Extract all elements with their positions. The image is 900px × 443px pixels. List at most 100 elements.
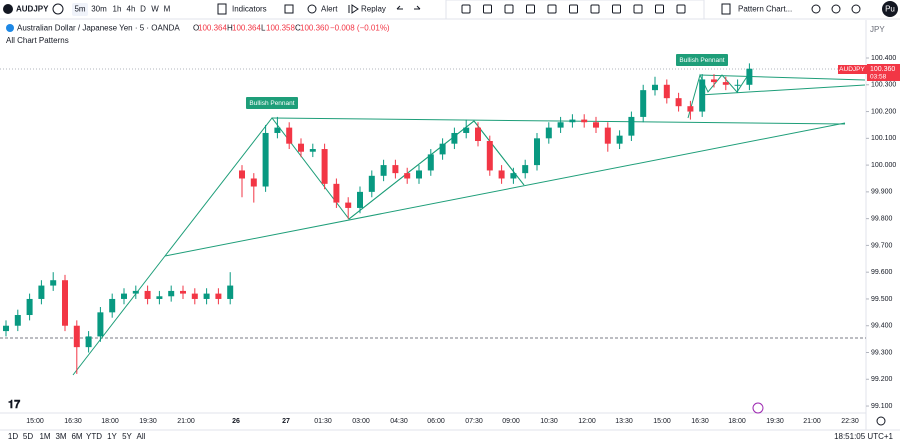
x-tick-label: 03:00 <box>352 418 370 425</box>
interval-button[interactable]: 5m <box>74 5 85 14</box>
candle-body <box>262 132 269 187</box>
interval-button[interactable]: 1h <box>113 5 122 14</box>
candle-body <box>534 138 540 166</box>
undo-button[interactable] <box>396 5 403 10</box>
y-tick-label: 100.100 <box>871 135 896 142</box>
candle-body <box>3 325 9 332</box>
snapshot-button[interactable] <box>831 4 841 14</box>
tv-logo: 𝟏𝟕 <box>8 399 21 411</box>
range-button[interactable]: All <box>137 432 146 441</box>
candle-body <box>168 290 175 297</box>
alert-button[interactable]: Alert <box>321 5 338 14</box>
drawing-tool[interactable] <box>483 4 492 14</box>
x-tick-label: 19:30 <box>766 418 784 425</box>
candle-body <box>109 298 116 313</box>
candle-body <box>14 315 21 326</box>
clock: 18:51:05 UTC+1 <box>834 432 893 441</box>
user-avatar[interactable] <box>882 1 898 17</box>
candle-body <box>640 90 647 117</box>
ohlc-value: 100.364 <box>232 24 261 33</box>
candle-body <box>734 84 741 86</box>
candle-body <box>298 143 304 152</box>
x-tick-label: 16:30 <box>64 418 82 425</box>
x-tick-label: 01:30 <box>314 418 332 425</box>
candle-body <box>475 127 481 142</box>
y-tick-label: 100.200 <box>871 108 896 115</box>
drawing-tool[interactable] <box>547 4 557 14</box>
range-button[interactable]: 5Y <box>122 432 132 441</box>
x-tick-label: 15:00 <box>26 418 44 425</box>
drawing-tool[interactable] <box>461 4 471 14</box>
candle-body <box>50 280 57 286</box>
drawing-tool[interactable] <box>569 4 578 14</box>
replay-button[interactable]: Replay <box>361 5 386 14</box>
range-button[interactable]: 5D <box>23 432 33 441</box>
candle-body <box>156 296 163 299</box>
range-button[interactable]: 1D <box>8 432 18 441</box>
candle-body <box>227 285 234 299</box>
y-tick-label: 99.800 <box>871 215 893 222</box>
interval-button[interactable]: 4h <box>127 5 136 14</box>
interval-button[interactable]: W <box>151 5 159 14</box>
symbol-name[interactable]: AUDJPY <box>16 5 49 14</box>
symbol-icon[interactable] <box>3 4 13 14</box>
indicator-name[interactable]: All Chart Patterns <box>6 36 69 45</box>
range-button[interactable]: 1Y <box>107 432 117 441</box>
alert-icon[interactable] <box>307 4 317 14</box>
symbol-badge <box>838 65 867 74</box>
redo-button[interactable] <box>414 5 421 10</box>
layout-name[interactable]: Pattern Chart... <box>738 5 792 14</box>
x-tick-label: 16:30 <box>691 418 709 425</box>
candle-body <box>593 122 599 128</box>
pennant-lower <box>699 84 866 96</box>
candle-body <box>357 191 363 208</box>
badge-symbol: AUDJPY <box>839 66 865 73</box>
x-tick-label: 06:00 <box>427 418 445 425</box>
candle-body <box>97 312 104 337</box>
axis-settings[interactable] <box>876 416 886 426</box>
drawing-tool[interactable] <box>590 4 600 14</box>
drawing-tool[interactable] <box>504 4 514 14</box>
candle-body <box>85 336 92 348</box>
drawing-toolbar <box>445 0 705 20</box>
candle-body <box>510 173 517 179</box>
drawing-tool[interactable] <box>676 4 686 14</box>
drawing-tool[interactable] <box>655 4 664 14</box>
ohlc-value: 100.364 <box>198 24 227 33</box>
x-tick-label: 09:00 <box>502 418 520 425</box>
compare-button[interactable] <box>52 3 64 15</box>
indicators-icon[interactable] <box>217 3 227 15</box>
event-marker[interactable] <box>752 402 764 414</box>
replay-icon[interactable] <box>348 4 359 14</box>
range-button[interactable]: YTD <box>86 432 102 441</box>
x-tick-label: 15:00 <box>653 418 671 425</box>
ohlc-key: O <box>193 24 199 33</box>
y-tick-label: 100.400 <box>871 55 896 62</box>
active-interval-bg <box>72 3 88 16</box>
candle-body <box>616 135 623 144</box>
candle-body <box>132 290 139 294</box>
range-button[interactable]: 1M <box>39 432 50 441</box>
drawing-tool[interactable] <box>633 4 643 14</box>
range-button[interactable]: 3M <box>55 432 66 441</box>
interval-button[interactable]: D <box>140 5 146 14</box>
fullscreen-button[interactable] <box>851 4 861 14</box>
indicators-button[interactable]: Indicators <box>232 5 267 14</box>
drawing-tool[interactable] <box>612 4 621 14</box>
candle-body <box>309 149 316 152</box>
y-tick-label: 99.100 <box>871 403 893 410</box>
settings-button[interactable] <box>811 4 821 14</box>
templates-button[interactable] <box>284 4 294 14</box>
annotation-bg <box>246 97 298 109</box>
drawing-tool[interactable] <box>526 4 535 14</box>
y-tick-label: 99.700 <box>871 242 893 249</box>
user-initials[interactable]: Pu <box>885 5 895 14</box>
interval-button[interactable]: 30m <box>91 5 107 14</box>
layout-icon[interactable] <box>721 3 731 15</box>
range-button[interactable]: 6M <box>71 432 82 441</box>
candle-body <box>345 202 352 208</box>
candle-body <box>121 293 127 299</box>
interval-button[interactable]: M <box>164 5 171 14</box>
x-tick-label: 19:30 <box>139 418 157 425</box>
candle-body <box>38 285 45 299</box>
